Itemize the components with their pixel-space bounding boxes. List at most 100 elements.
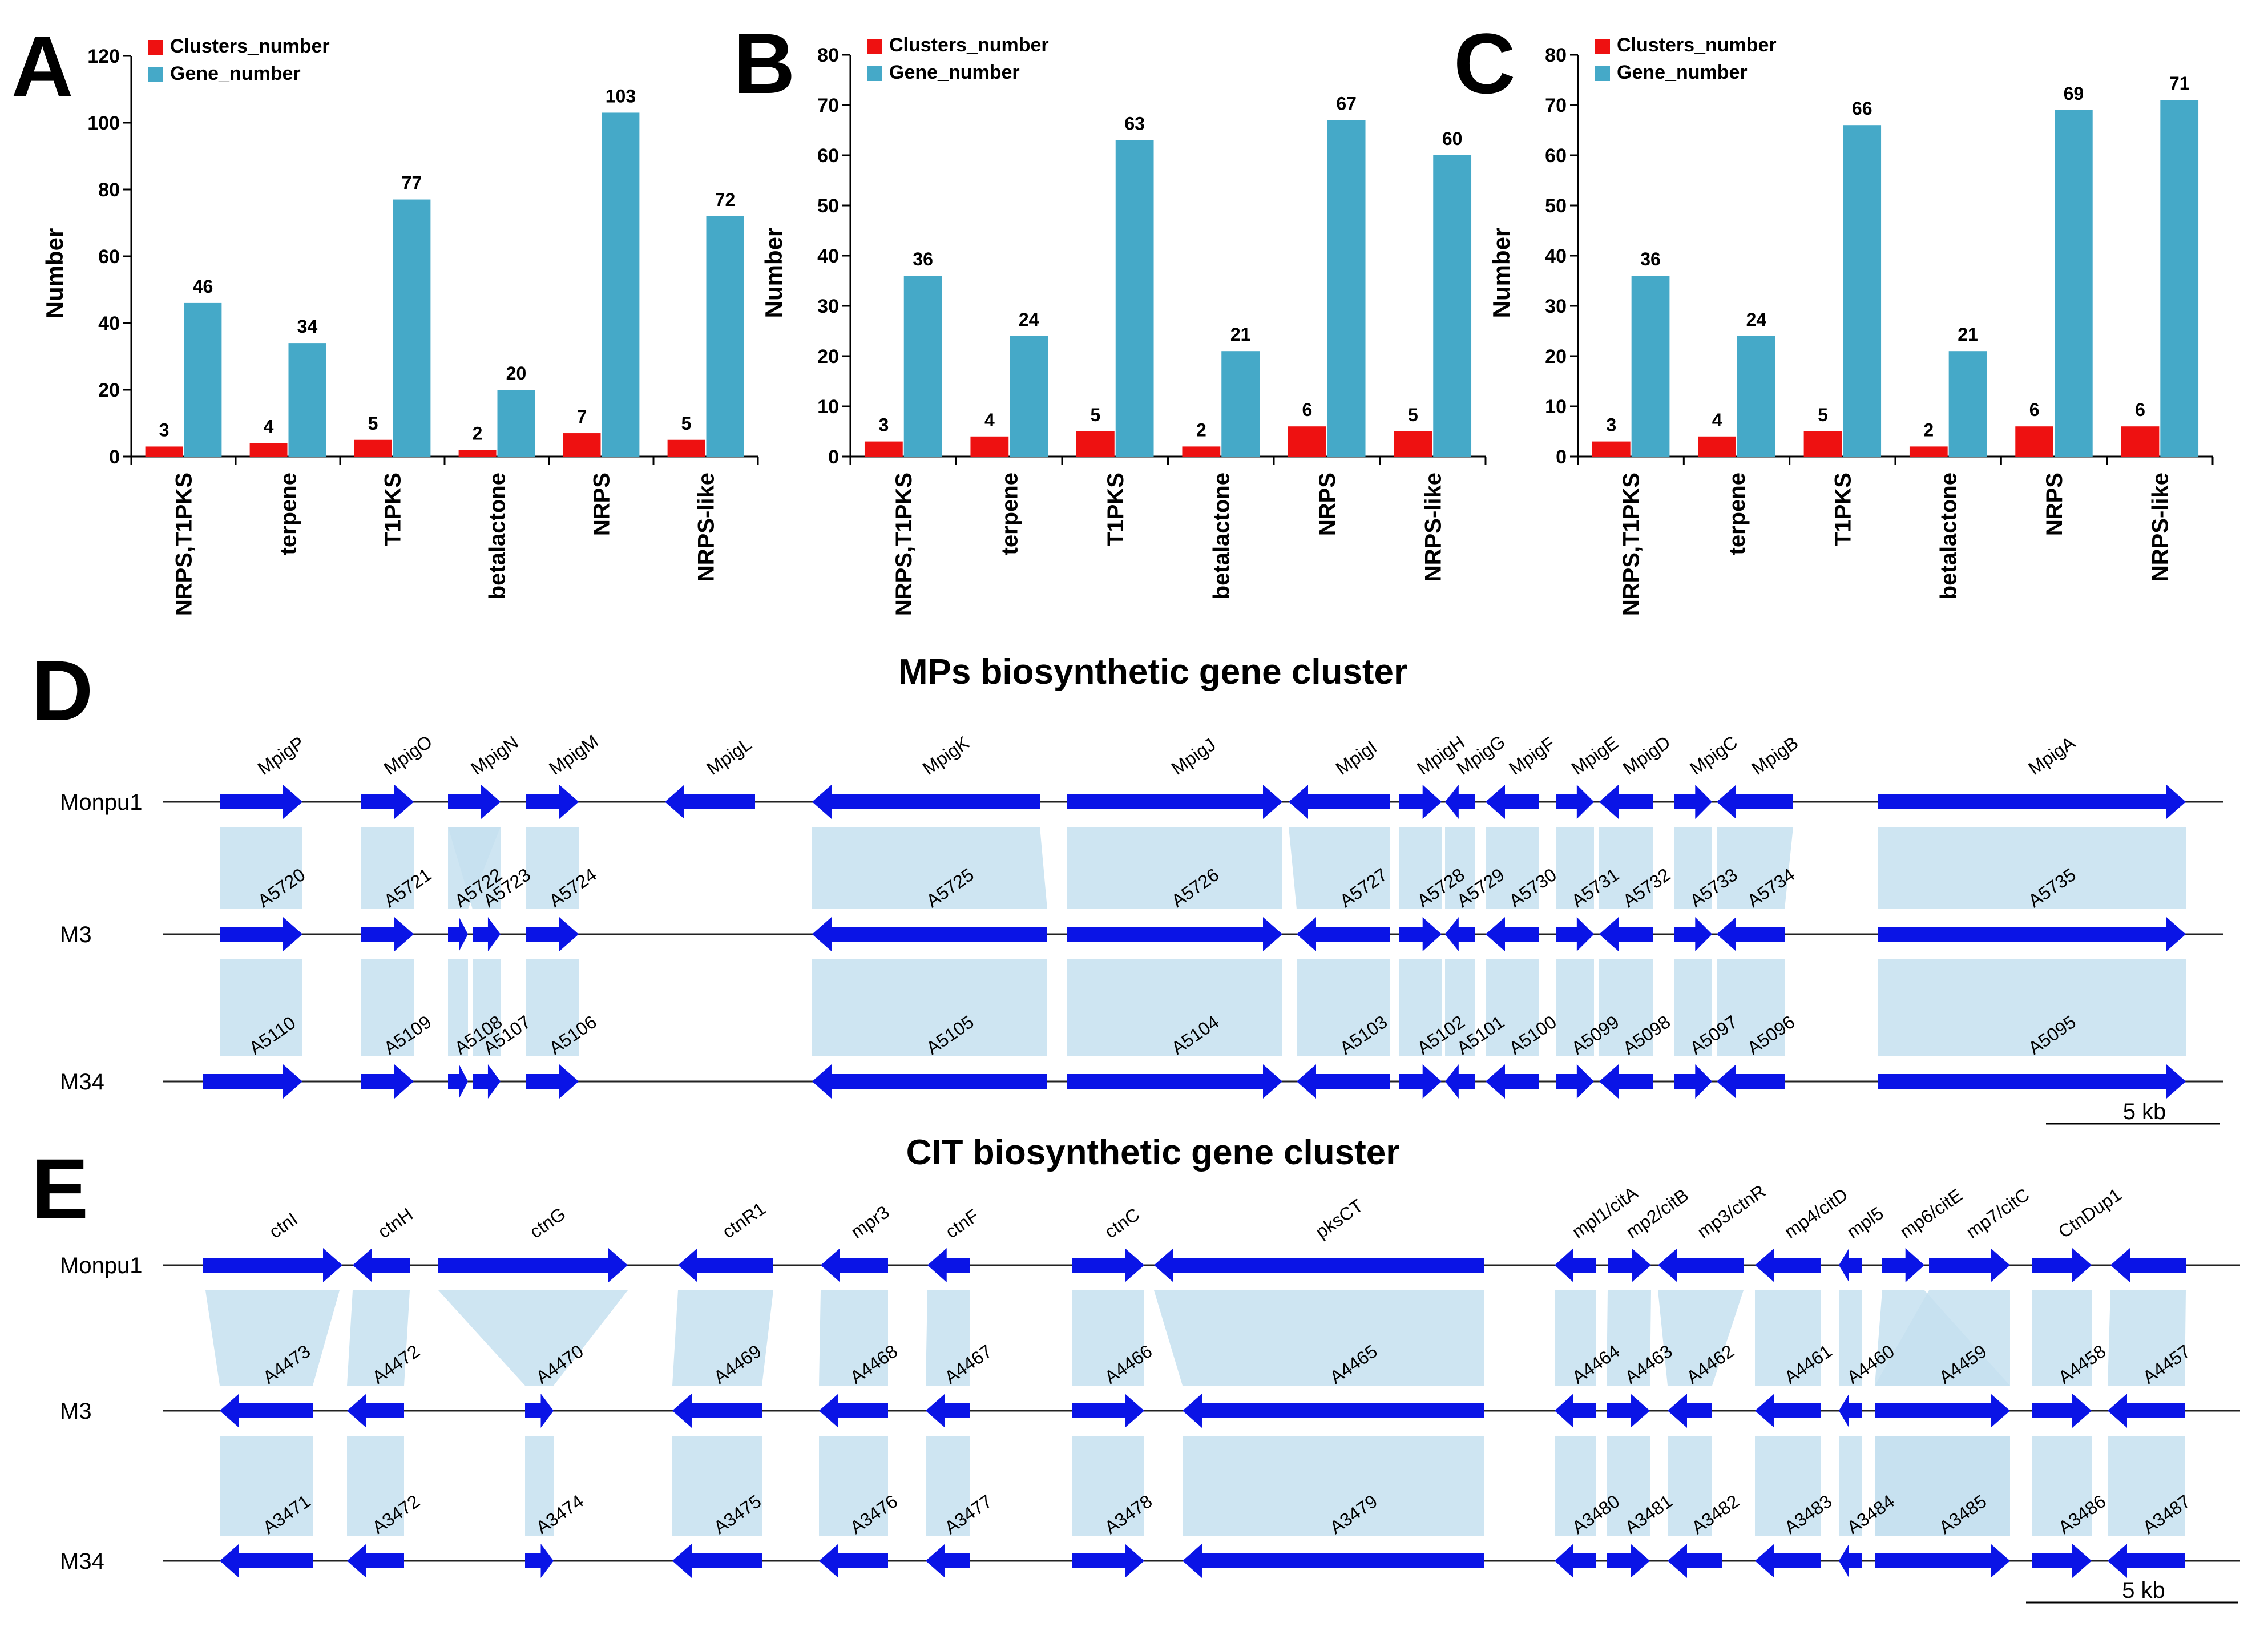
data-label-genes: 21 [1958, 324, 1978, 345]
synteny-link [1674, 827, 1712, 909]
bar-clusters-NRPS-like [667, 439, 705, 457]
synteny-link [473, 959, 501, 1056]
synteny-link [1067, 827, 1282, 909]
gene-label: ctnH [374, 1204, 417, 1242]
synteny-link [1755, 1436, 1821, 1536]
y-tick-label: 20 [817, 346, 839, 368]
bar-genes-NRPS-like [706, 216, 744, 457]
gene-arrow-A4469 [672, 1394, 762, 1428]
synteny-link [1668, 1436, 1712, 1536]
synteny-link [926, 1436, 970, 1536]
gene-arrow-A5725 [812, 917, 1047, 951]
x-category-label: T1PKS [381, 473, 406, 546]
synteny-link [220, 827, 302, 909]
data-label-clusters: 2 [1923, 419, 1934, 440]
gene-arrow-mpl1/citA [1555, 1248, 1596, 1282]
bar-clusters-NRPS [1288, 426, 1326, 457]
synteny-link [1486, 827, 1539, 909]
gene-arrow-A3485 [1875, 1544, 2010, 1578]
y-tick-label: 40 [98, 313, 120, 334]
data-label-genes: 66 [1852, 98, 1872, 119]
gene-label: mpl5 [1843, 1202, 1887, 1242]
data-label-genes: 71 [2169, 73, 2190, 94]
gene-arrow-A5106 [526, 1064, 579, 1099]
gene-arrow-A4466 [1072, 1394, 1144, 1428]
legend-swatch [867, 66, 882, 81]
gene-arrow-MpigD [1599, 785, 1653, 819]
y-axis-title: Number [41, 228, 68, 319]
gene-arrow-A4472 [347, 1394, 404, 1428]
gene-arrow-MpigN [448, 785, 501, 819]
data-label-genes: 69 [2064, 83, 2084, 104]
gene-label: mp4/citD [1781, 1184, 1851, 1242]
gene-label: MpigA [2024, 732, 2079, 779]
cluster-title: MPs biosynthetic gene cluster [898, 652, 1407, 692]
synteny-link [1875, 1290, 2010, 1386]
x-category-label: betalactone [485, 473, 510, 599]
legend-label: Clusters_number [889, 34, 1049, 56]
panel-letter: C [1454, 15, 1515, 111]
gene-arrow-A3482 [1668, 1544, 1722, 1578]
panel-letter: E [31, 1141, 88, 1237]
bar-clusters-betalactone [458, 450, 497, 457]
x-category-label: NRPS [2042, 473, 2067, 536]
data-label-genes: 103 [606, 86, 636, 106]
gene-arrow-A4458 [2032, 1394, 2092, 1428]
gene-arrow-A5720 [220, 917, 302, 951]
gene-arrow-CtnDup1 [2032, 1248, 2092, 1282]
bar-clusters-NRPS [563, 433, 601, 457]
synteny-link [220, 959, 302, 1056]
data-label-genes: 24 [1746, 309, 1767, 330]
gene-arrow-A3486 [2032, 1544, 2092, 1578]
gene-arrow-MpigL [665, 785, 755, 819]
gene-label: mp7/citC [1962, 1184, 2033, 1242]
legend-label: Gene_number [1617, 62, 1748, 83]
gene-arrow-mp4/citD [1755, 1248, 1821, 1282]
gene-arrow-A5733 [1674, 917, 1712, 951]
bar-genes-betalactone [1948, 351, 1987, 457]
data-label-clusters: 2 [1196, 419, 1206, 440]
data-label-clusters: 5 [1090, 405, 1100, 425]
bar-chart-A: A 0 20 40 60 80 100 120 Number 3 46 NRPS,T1PKS 4 34 te… [11, 18, 759, 616]
panel-letter: A [11, 18, 73, 114]
bar-genes-NRPS [602, 112, 640, 457]
y-tick-label: 80 [817, 45, 839, 66]
data-label-clusters: 5 [681, 413, 692, 434]
bar-genes-NRPS-like [1433, 155, 1472, 457]
gene-arrow-A4468 [819, 1394, 888, 1428]
bar-clusters-T1PKS [1076, 431, 1115, 457]
legend-swatch [1595, 66, 1610, 81]
gene-arrow-mpr3 [821, 1248, 888, 1282]
synteny-link [1878, 959, 2186, 1056]
synteny-link [1556, 959, 1594, 1056]
gene-arrow-A4463 [1607, 1394, 1650, 1428]
data-label-clusters: 2 [473, 423, 483, 443]
synteny-link [438, 1290, 628, 1386]
synteny-link [1067, 959, 1282, 1056]
x-category-label: terpene [276, 473, 301, 555]
gene-cluster-E: E CIT biosynthetic gene cluster Monpu1 ctnI… [31, 1133, 2240, 1604]
bar-genes-NRPS [1327, 120, 1366, 457]
gene-arrow-ctnF [927, 1248, 970, 1282]
y-tick-label: 70 [817, 95, 839, 116]
data-label-clusters: 3 [878, 415, 889, 435]
data-label-clusters: 5 [368, 413, 378, 434]
synteny-link [2108, 1436, 2185, 1536]
gene-label: MpigD [1619, 732, 1674, 779]
data-label-clusters: 6 [2029, 399, 2040, 420]
synteny-link [812, 959, 1047, 1056]
gene-arrow-A3472 [347, 1544, 404, 1578]
data-label-genes: 67 [1336, 93, 1357, 114]
synteny-link [1556, 827, 1594, 909]
gene-arrow-MpigB [1717, 785, 1793, 819]
synteny-link [1875, 1436, 2010, 1536]
gene-arrow-A5727 [1297, 917, 1390, 951]
synteny-link [1445, 827, 1475, 909]
gene-label: mp3/ctnR [1693, 1181, 1769, 1242]
legend-label: Gene_number [170, 63, 301, 84]
synteny-link [347, 1290, 410, 1386]
y-tick-label: 70 [1545, 95, 1567, 116]
gene-label: mp6/citE [1896, 1185, 1966, 1242]
gene-arrow-MpigK [812, 785, 1040, 819]
gene-arrow-MpigI [1289, 785, 1390, 819]
